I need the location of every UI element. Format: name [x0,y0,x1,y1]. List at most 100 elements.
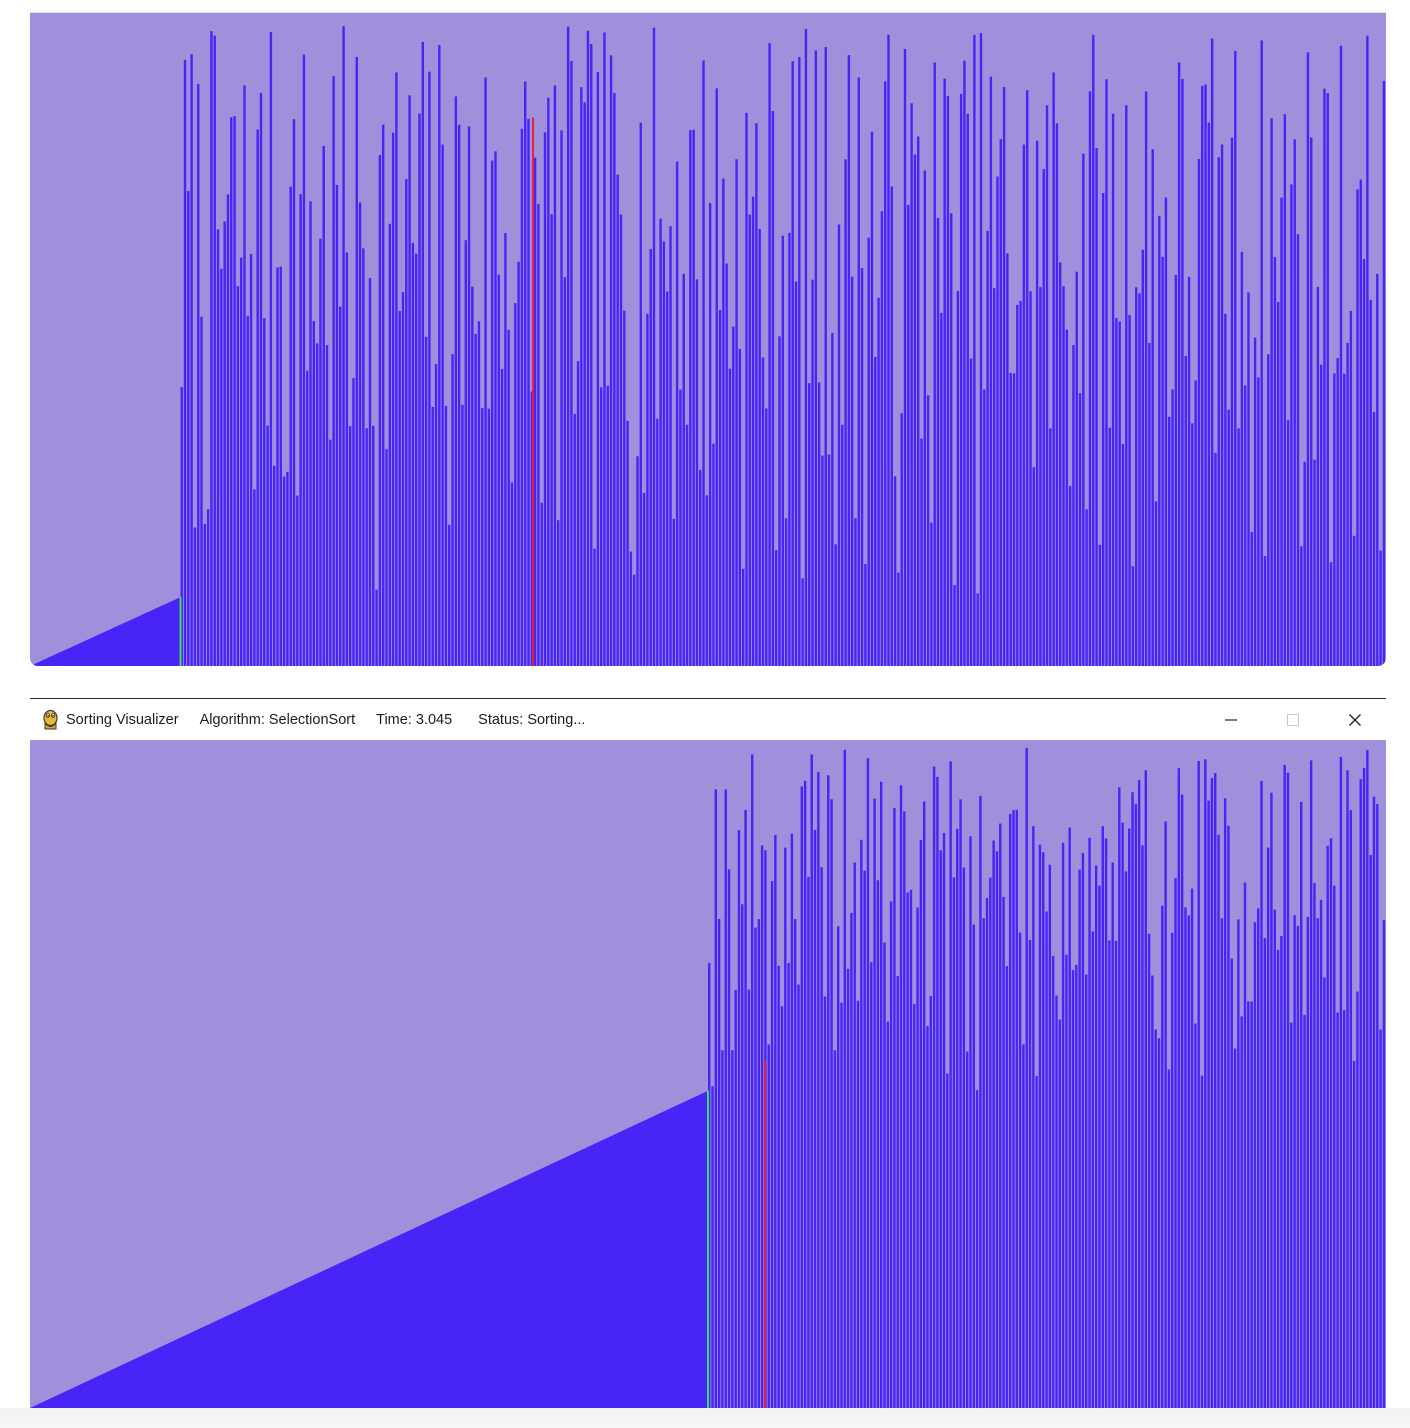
bar [256,129,259,666]
bar [920,438,923,666]
bar [497,274,500,666]
bar [563,277,567,666]
bar [405,179,408,666]
close-button[interactable] [1324,699,1386,740]
bar [811,279,814,666]
bar [956,828,959,1408]
bar [329,439,332,666]
bar [1233,1048,1237,1408]
bar [1362,767,1366,1408]
bar [1085,974,1088,1408]
bar [913,154,917,666]
bar [1356,991,1359,1408]
bar [734,989,737,1408]
bar [438,45,441,666]
bar [771,111,775,666]
bar [1131,566,1135,666]
bar [1276,949,1280,1408]
bar [1164,197,1168,666]
bar [1243,882,1247,1408]
bars-chart-earlier [30,26,1386,666]
bar [1171,389,1174,666]
bar [870,131,874,666]
bar [646,313,649,666]
bar [302,54,306,666]
bar [936,776,939,1408]
bar [583,102,586,666]
bar [395,72,398,666]
bar [226,194,230,666]
bar [844,159,847,666]
minimize-button[interactable] [1200,699,1262,740]
bar [1197,760,1200,1408]
bar [830,799,833,1408]
bar [824,47,827,666]
bar [975,1090,979,1408]
bar [1283,114,1287,666]
bar [1286,772,1290,1408]
bar [791,61,794,666]
bar [866,758,870,1408]
bar [537,203,540,666]
bar [243,85,246,666]
bar [999,823,1002,1408]
minimize-icon [1225,718,1237,721]
bar [857,77,860,666]
bar [952,877,956,1408]
bar [883,81,887,666]
bar [1310,137,1313,666]
bar [1051,955,1055,1408]
window-border [30,698,1386,699]
bar [1167,1069,1171,1408]
bar [889,901,893,1408]
bar [692,129,695,666]
bar [1161,256,1164,666]
bar [685,424,689,666]
bar [1280,936,1283,1408]
bar [1214,452,1217,666]
bar [180,387,183,666]
bar [1250,532,1253,666]
bar [959,93,963,666]
bar [1058,1019,1061,1408]
bar [757,919,761,1408]
bar [524,81,527,666]
bar [206,509,210,666]
bar [1078,869,1081,1408]
bar [1253,922,1257,1408]
bar [649,249,652,666]
bar [1273,909,1276,1408]
bar [593,548,596,666]
bar [775,550,778,666]
bar [800,786,804,1408]
bar [1042,169,1045,666]
bar [966,113,969,666]
bar [880,211,884,666]
title-bar[interactable]: Sorting Visualizer Algorithm: SelectionS… [30,699,1386,740]
bar [543,132,547,666]
bar [332,76,335,666]
bar [780,1006,784,1408]
bar [1085,509,1088,666]
bar [741,904,744,1408]
bar [1204,759,1207,1408]
bar [1161,905,1164,1408]
bar [1319,364,1323,666]
bar [821,455,824,666]
unsorted-bars [180,26,1386,666]
bar [1141,845,1144,1408]
bar [801,578,804,666]
bar [1313,459,1316,666]
bar [1068,485,1072,666]
bar [897,572,900,666]
bar [530,391,533,666]
bar [239,257,243,666]
bar [1293,139,1296,666]
bar [903,811,906,1408]
bar [1356,189,1359,666]
maximize-button[interactable] [1262,699,1324,740]
bar [517,261,520,666]
bar [1177,62,1181,666]
bar [708,962,711,1408]
bar [1002,87,1006,666]
